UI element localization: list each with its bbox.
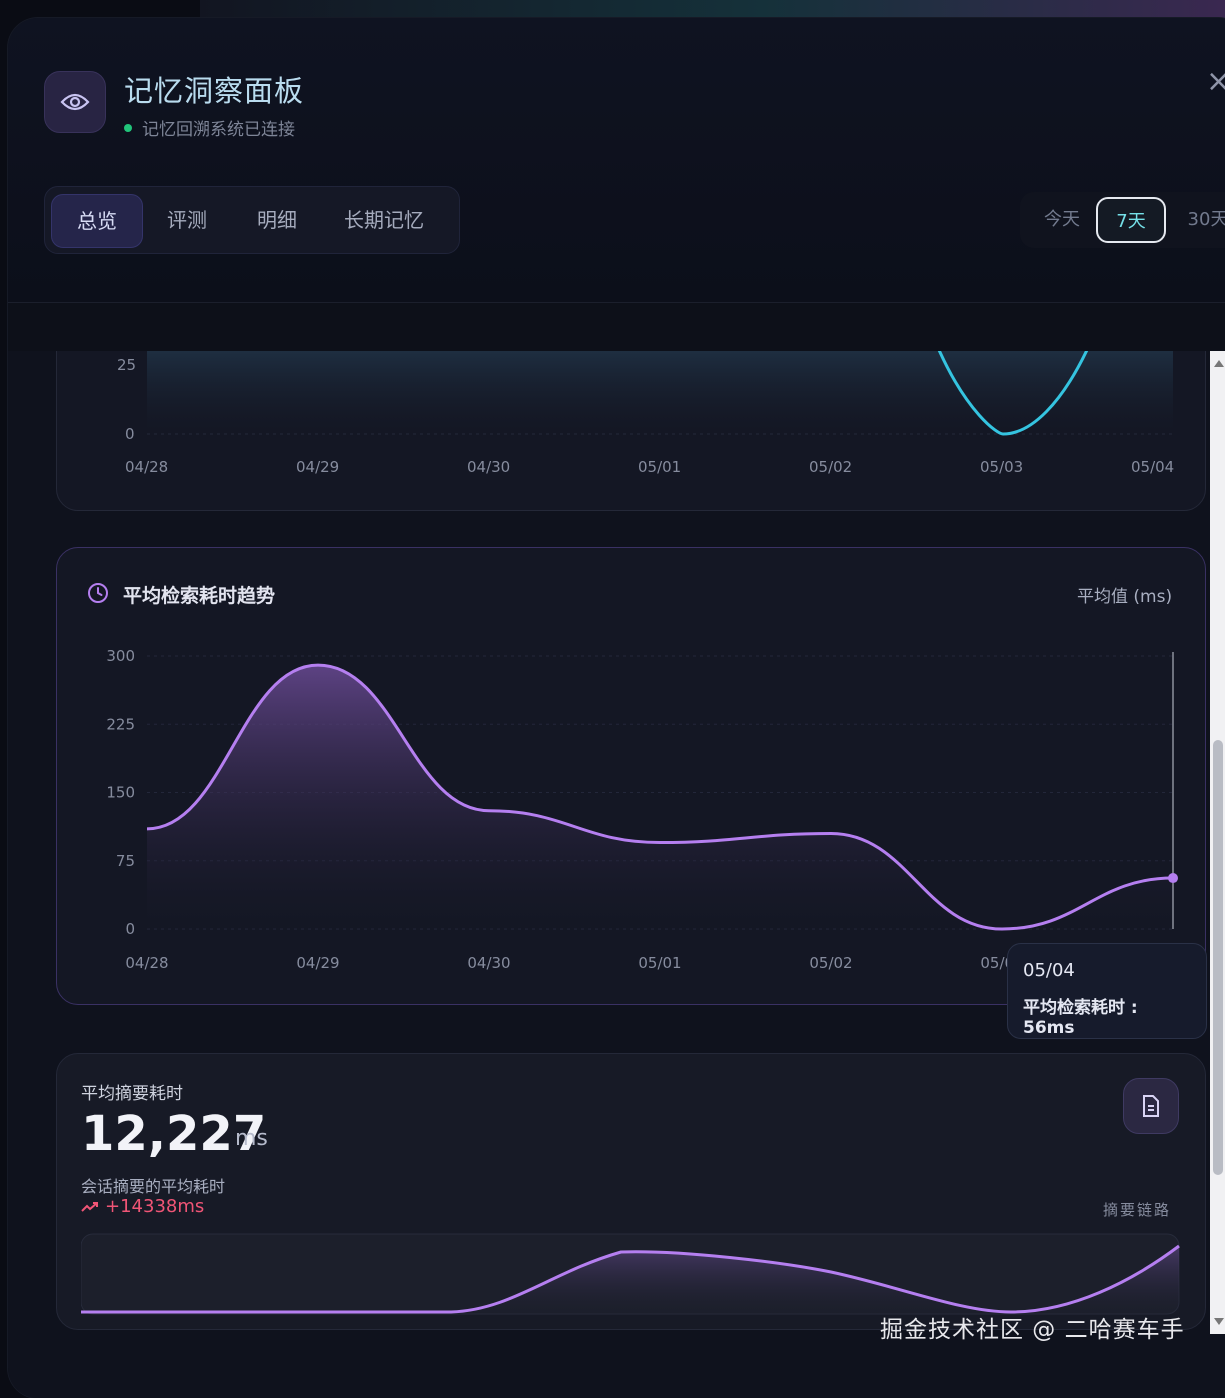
view-tabs: 总览 评测 明细 长期记忆 (44, 186, 460, 254)
retrieval-unit-label: 平均值 (ms) (1077, 587, 1173, 607)
tab-long-term-memory[interactable]: 长期记忆 (344, 208, 424, 232)
scroll-up-icon[interactable] (1214, 360, 1224, 367)
series-line (146, 663, 1174, 931)
x-tick: 05/04 (1131, 458, 1174, 476)
y-tick-label: 225 (106, 715, 135, 733)
summary-description: 会话摘要的平均耗时 (81, 1177, 226, 1196)
range-today-button[interactable]: 今天 (1044, 209, 1080, 230)
summary-unit: ms (235, 1126, 268, 1151)
x-tick: 05/01 (638, 458, 681, 476)
x-tick-label: 05/01 (638, 954, 681, 972)
summary-label: 平均摘要耗时 (81, 1084, 183, 1104)
connection-status: 记忆回溯系统已连接 (124, 115, 295, 140)
tab-evaluation[interactable]: 评测 (167, 208, 207, 232)
x-tick: 04/28 (125, 458, 168, 476)
tooltip-value: 平均检索耗时 : 56ms (1023, 998, 1138, 1038)
time-range-selector: 今天 7天 30天 (1020, 192, 1225, 248)
chart-tooltip: 05/04 平均检索耗时 : 56ms (1007, 943, 1207, 1039)
x-tick: 05/02 (809, 458, 852, 476)
scrollbar-thumb[interactable] (1213, 740, 1223, 1175)
summary-sparkline (81, 1233, 1180, 1315)
summary-chain-label: 摘要链路 (1103, 1201, 1172, 1219)
scroll-down-icon[interactable] (1214, 1318, 1224, 1325)
summary-trend-value: +14338ms (105, 1196, 205, 1217)
watermark: 掘金技术社区 @ 二哈赛车手 (880, 1317, 1185, 1343)
series-area-fill (147, 665, 1173, 929)
summary-trend: +14338ms (81, 1196, 204, 1217)
sparkline-line (81, 1244, 1180, 1314)
y-tick-label: 75 (116, 852, 135, 870)
retrieval-chart-title: 平均检索耗时趋势 (123, 585, 276, 607)
x-tick-label: 04/30 (467, 954, 510, 972)
x-tick-label: 04/28 (125, 954, 168, 972)
status-dot-icon (124, 123, 132, 132)
tooltip-date: 05/04 (1023, 960, 1075, 981)
retrieval-trend-card: 平均检索耗时趋势 平均值 (ms) 0 75 150 225 300 04/28 04/29… (56, 547, 1207, 1039)
panel-header: 记忆洞察面板 记忆回溯系统已连接 × 总览 评测 明细 长期记忆 今天 7天 3… (8, 18, 1225, 303)
retrieval-area-chart[interactable]: 0 75 150 225 300 04/28 04/29 04/30 05/01 05/02 05/… (57, 548, 1205, 1004)
y-tick-label: 150 (106, 784, 135, 802)
scroll-content[interactable]: 25 0 04/28 04/29 04/30 05/01 05/02 05/03… (8, 351, 1225, 1398)
document-icon[interactable] (1123, 1078, 1179, 1134)
top-trend-chart: 25 0 04/28 04/29 04/30 05/01 05/02 05/03… (117, 351, 1174, 476)
y-tick: 0 (125, 425, 135, 443)
x-tick: 04/29 (296, 458, 339, 476)
status-text: 记忆回溯系统已连接 (142, 120, 295, 140)
x-tick-label: 05/02 (809, 954, 852, 972)
y-tick-label: 0 (125, 920, 135, 938)
trend-up-icon (81, 1201, 98, 1212)
close-icon[interactable]: × (1206, 64, 1225, 99)
x-tick: 04/30 (467, 458, 510, 476)
clock-icon (88, 583, 108, 603)
top-area-fill (147, 351, 1173, 432)
x-tick-label: 04/29 (296, 954, 339, 972)
summary-time-card: 平均摘要耗时 12,227 ms 会话摘要的平均耗时 +14338ms 摘要链路 (56, 1053, 1206, 1330)
range-30d-button[interactable]: 30天 (1187, 209, 1225, 230)
eye-icon (44, 71, 106, 133)
top-series-line (937, 351, 1089, 436)
tab-overview[interactable]: 总览 (51, 194, 143, 248)
x-tick: 05/03 (980, 458, 1023, 476)
y-tick-label: 300 (106, 647, 135, 665)
window-top-strip (200, 0, 1225, 22)
data-point (1168, 873, 1178, 884)
y-tick: 25 (117, 356, 136, 374)
tab-details[interactable]: 明细 (257, 208, 297, 232)
range-7d-button[interactable]: 7天 (1096, 197, 1166, 243)
page-title: 记忆洞察面板 (124, 74, 305, 108)
sparkline-area (81, 1246, 1179, 1314)
summary-value: 12,227 (81, 1106, 267, 1162)
memory-insight-panel: 记忆洞察面板 记忆回溯系统已连接 × 总览 评测 明细 长期记忆 今天 7天 3… (8, 18, 1225, 1398)
top-trend-card: 25 0 04/28 04/29 04/30 05/01 05/02 05/03… (56, 351, 1206, 511)
